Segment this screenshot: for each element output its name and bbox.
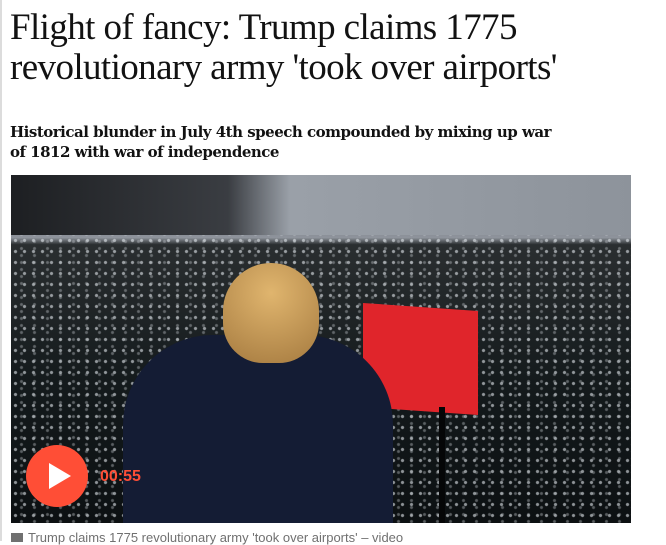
headline: Flight of fancy: Trump claims 1775 revol… — [10, 7, 557, 88]
speaker-head — [223, 263, 319, 363]
speaker-figure — [123, 335, 393, 523]
video-player[interactable]: 00:55 — [11, 175, 631, 523]
video-camera-icon — [11, 533, 23, 542]
page-border — [0, 0, 2, 541]
video-duration: 00:55 — [100, 468, 141, 485]
play-button[interactable] — [26, 445, 88, 507]
standfirst: Historical blunder in July 4th speech co… — [10, 123, 551, 161]
video-caption: Trump claims 1775 revolutionary army 'to… — [11, 530, 403, 545]
video-thumbnail-sky — [11, 175, 631, 235]
caption-text: Trump claims 1775 revolutionary army 'to… — [28, 530, 404, 545]
teleprompter-stand — [439, 407, 445, 523]
